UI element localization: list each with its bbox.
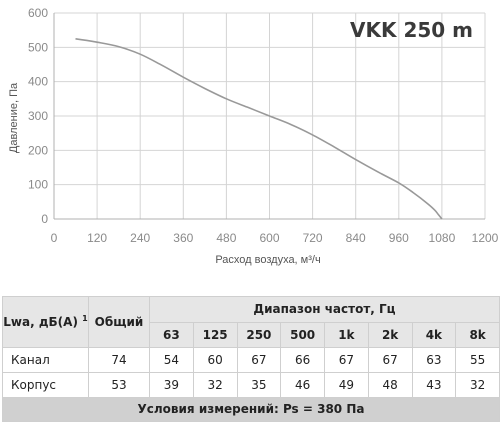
cell-value: 67 [367,347,413,373]
cell-value: 49 [324,372,369,398]
pressure-flow-chart: 0 120 240 360 480 600 720 840 960 1080 1200 0 100 200… [8,6,499,266]
freq-header: 8k [455,322,500,348]
cell-value: 67 [324,347,369,373]
x-tick-label: 960 [389,231,409,245]
freq-header: 63 [149,322,194,348]
x-tick-label: 600 [259,231,279,245]
row-label: Канал [2,347,89,373]
y-tick-label: 400 [28,75,48,89]
freq-header: 125 [192,322,238,348]
x-tick-label: 240 [130,231,150,245]
series-line [75,38,443,220]
freq-header: 250 [236,322,282,348]
cell-value: 60 [192,347,238,373]
cell-value: 63 [411,347,457,373]
y-tick-label: 100 [28,178,48,192]
cell-value: 48 [367,372,413,398]
x-tick-label: 480 [216,231,236,245]
y-tick-label: 300 [28,109,48,123]
cell-value: 55 [455,347,500,373]
lwa-footnote-mark: 1 [82,313,88,323]
table-row: Корпус 53 39 32 35 46 49 48 43 32 [2,372,500,398]
cell-value: 32 [192,372,238,398]
x-axis-label: Расход воздуха, м³/ч [215,254,320,266]
x-tick-label: 0 [51,231,58,245]
chart-axes [53,13,485,220]
cell-value: 66 [280,347,325,373]
y-axis-label: Давление, Па [8,82,20,153]
freq-header: 4k [411,322,457,348]
measurement-conditions: Условия измерений: Ps = 380 Па [2,397,500,422]
y-tick-label: 0 [41,212,48,226]
freq-header: 1k [324,322,369,348]
table-row: Канал 74 54 60 67 66 67 67 63 55 [2,347,500,373]
y-tick-label: 200 [28,143,48,157]
freq-header: 500 [280,322,325,348]
cell-value: 39 [149,372,194,398]
cell-value: 32 [455,372,500,398]
noise-spec-table: Lwa, дБ(А) 1 Общий Диапазон частот, Гц 6… [2,296,500,422]
lwa-header: Lwa, дБ(А) 1 [2,296,89,348]
cell-value: 43 [411,372,457,398]
cell-total: 53 [88,372,150,398]
freq-header: 2k [367,322,413,348]
x-tick-label: 1200 [472,231,499,245]
x-tick-label: 840 [346,231,366,245]
cell-total: 74 [88,347,150,373]
cell-value: 67 [236,347,282,373]
y-tick-label: 500 [28,40,48,54]
frequency-range-header: Диапазон частот, Гц [149,296,500,323]
y-tick-label: 600 [28,6,48,20]
row-label: Корпус [2,372,89,398]
cell-value: 54 [149,347,194,373]
chart-series [75,38,443,220]
chart-tick-labels: 0 120 240 360 480 600 720 840 960 1080 1200 0 100 200… [28,6,499,245]
cell-value: 35 [236,372,282,398]
x-tick-label: 120 [87,231,107,245]
x-tick-label: 720 [303,231,323,245]
x-tick-label: 360 [173,231,193,245]
chart-title: VKK 250 m [350,18,473,42]
total-header: Общий [88,296,150,348]
cell-value: 46 [280,372,325,398]
x-tick-label: 1080 [429,231,456,245]
